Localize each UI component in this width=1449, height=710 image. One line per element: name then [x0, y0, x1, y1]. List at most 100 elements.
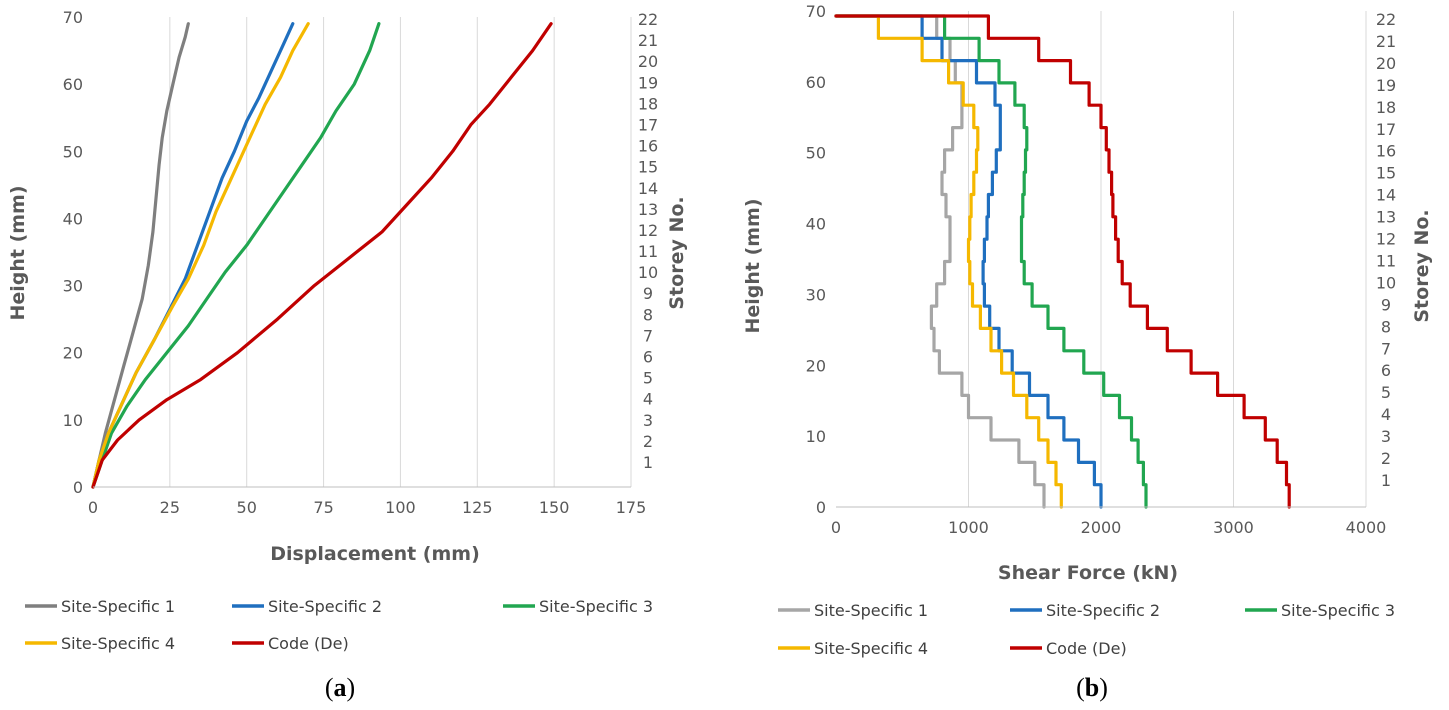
storey-tick-label: 22: [638, 10, 658, 29]
x-tick-label: 75: [313, 498, 333, 517]
series-line-site-specific-4: [834, 14, 1063, 509]
legend-label: Site-Specific 2: [1046, 601, 1160, 620]
storey-tick-label: 1: [1381, 471, 1391, 490]
x-tick-label: 0: [831, 518, 841, 537]
series-line-site-specific-1: [91, 22, 190, 489]
storey-tick-label: 22: [1376, 10, 1396, 29]
chart-b-storey-label: Storey No.: [1411, 209, 1433, 322]
x-tick-label: 3000: [1213, 518, 1254, 537]
legend-label: Code (De): [1046, 639, 1127, 658]
series-line-code-de-: [834, 14, 1291, 509]
storey-tick-label: 14: [638, 179, 658, 198]
legend-label: Site-Specific 4: [814, 639, 928, 658]
storey-tick-label: 8: [1381, 317, 1391, 336]
storey-tick-label: 17: [1376, 120, 1396, 139]
y-tick-label: 0: [73, 478, 83, 497]
storey-tick-label: 15: [638, 158, 658, 177]
storey-tick-label: 9: [1381, 295, 1391, 314]
chart-a-series: [91, 22, 553, 489]
storey-tick-label: 2: [1381, 449, 1391, 468]
y-tick-label: 60: [63, 75, 83, 94]
chart-b-x-ticks: 0 1000 2000 3000 4000: [831, 518, 1386, 537]
storey-tick-label: 16: [638, 137, 658, 156]
storey-tick-label: 14: [1376, 186, 1396, 205]
chart-a-y-ticks: 0 10 20 30 40 50 60 70: [63, 8, 83, 497]
storey-tick-label: 4: [1381, 405, 1391, 424]
chart-a-panel-label: (a): [325, 673, 355, 702]
chart-b-gridlines: [968, 11, 1367, 507]
y-tick-label: 40: [63, 209, 83, 228]
legend-label: Site-Specific 4: [61, 634, 175, 653]
storey-tick-label: 12: [1376, 230, 1396, 249]
chart-b-x-label: Shear Force (kN): [998, 562, 1178, 584]
y-tick-label: 40: [806, 215, 826, 234]
storey-tick-label: 10: [1376, 273, 1396, 292]
storey-tick-label: 19: [1376, 76, 1396, 95]
storey-tick-label: 11: [638, 242, 658, 261]
chart-a-x-label: Displacement (mm): [270, 543, 480, 565]
legend-label: Site-Specific 2: [268, 597, 382, 616]
series-line-site-specific-3: [834, 14, 1148, 509]
legend-label: Site-Specific 3: [1281, 601, 1395, 620]
storey-tick-label: 18: [1376, 98, 1396, 117]
series-line-site-specific-4: [91, 22, 310, 489]
y-tick-label: 0: [816, 498, 826, 517]
y-tick-label: 60: [806, 73, 826, 92]
chart-b-y-label: Height (mm): [742, 198, 764, 333]
storey-tick-label: 20: [638, 52, 658, 71]
y-tick-label: 30: [806, 285, 826, 304]
chart-a-gridlines: [169, 17, 632, 487]
storey-tick-label: 17: [638, 115, 658, 134]
storey-tick-label: 20: [1376, 54, 1396, 73]
storey-tick-label: 7: [643, 326, 653, 345]
y-tick-label: 10: [806, 427, 826, 446]
series-line-site-specific-1: [834, 14, 1046, 509]
x-tick-label: 100: [385, 498, 416, 517]
storey-tick-label: 10: [638, 263, 658, 282]
y-tick-label: 10: [63, 411, 83, 430]
x-tick-label: 2000: [1081, 518, 1122, 537]
storey-tick-label: 13: [1376, 208, 1396, 227]
storey-tick-label: 12: [638, 221, 658, 240]
chart-b-panel-label: (b): [1076, 673, 1108, 702]
legend-label: Site-Specific 1: [61, 597, 175, 616]
storey-tick-label: 13: [638, 200, 658, 219]
x-tick-label: 150: [539, 498, 570, 517]
storey-tick-label: 15: [1376, 164, 1396, 183]
x-tick-label: 0: [88, 498, 98, 517]
x-tick-label: 50: [237, 498, 257, 517]
y-tick-label: 50: [806, 144, 826, 163]
storey-tick-label: 9: [643, 284, 653, 303]
chart-b-series: [834, 14, 1291, 509]
y-tick-label: 30: [63, 277, 83, 296]
y-tick-label: 70: [806, 2, 826, 21]
y-tick-label: 20: [806, 356, 826, 375]
x-tick-label: 4000: [1346, 518, 1387, 537]
storey-tick-label: 7: [1381, 339, 1391, 358]
series-line-site-specific-3: [91, 22, 381, 489]
chart-b-legend: Site-Specific 1 Site-Specific 2 Site-Speci…: [778, 601, 1395, 658]
series-line-code-de-: [91, 22, 553, 489]
y-tick-label: 70: [63, 8, 83, 27]
storey-tick-label: 5: [643, 369, 653, 388]
storey-tick-label: 8: [643, 305, 653, 324]
storey-tick-label: 3: [1381, 427, 1391, 446]
storey-tick-label: 6: [643, 348, 653, 367]
storey-tick-label: 6: [1381, 361, 1391, 380]
chart-b-y-ticks: 0 10 20 30 40 50 60 70: [806, 2, 826, 517]
storey-tick-label: 3: [643, 411, 653, 430]
chart-a-y-label: Height (mm): [7, 185, 29, 320]
legend-label: Site-Specific 1: [814, 601, 928, 620]
chart-a-legend: Site-Specific 1 Site-Specific 2 Site-Speci…: [25, 597, 653, 653]
y-tick-label: 20: [63, 344, 83, 363]
x-tick-label: 1000: [948, 518, 989, 537]
storey-tick-label: 21: [1376, 32, 1396, 51]
storey-tick-label: 16: [1376, 142, 1396, 161]
legend-label: Code (De): [268, 634, 349, 653]
series-line-site-specific-2: [834, 14, 1103, 509]
